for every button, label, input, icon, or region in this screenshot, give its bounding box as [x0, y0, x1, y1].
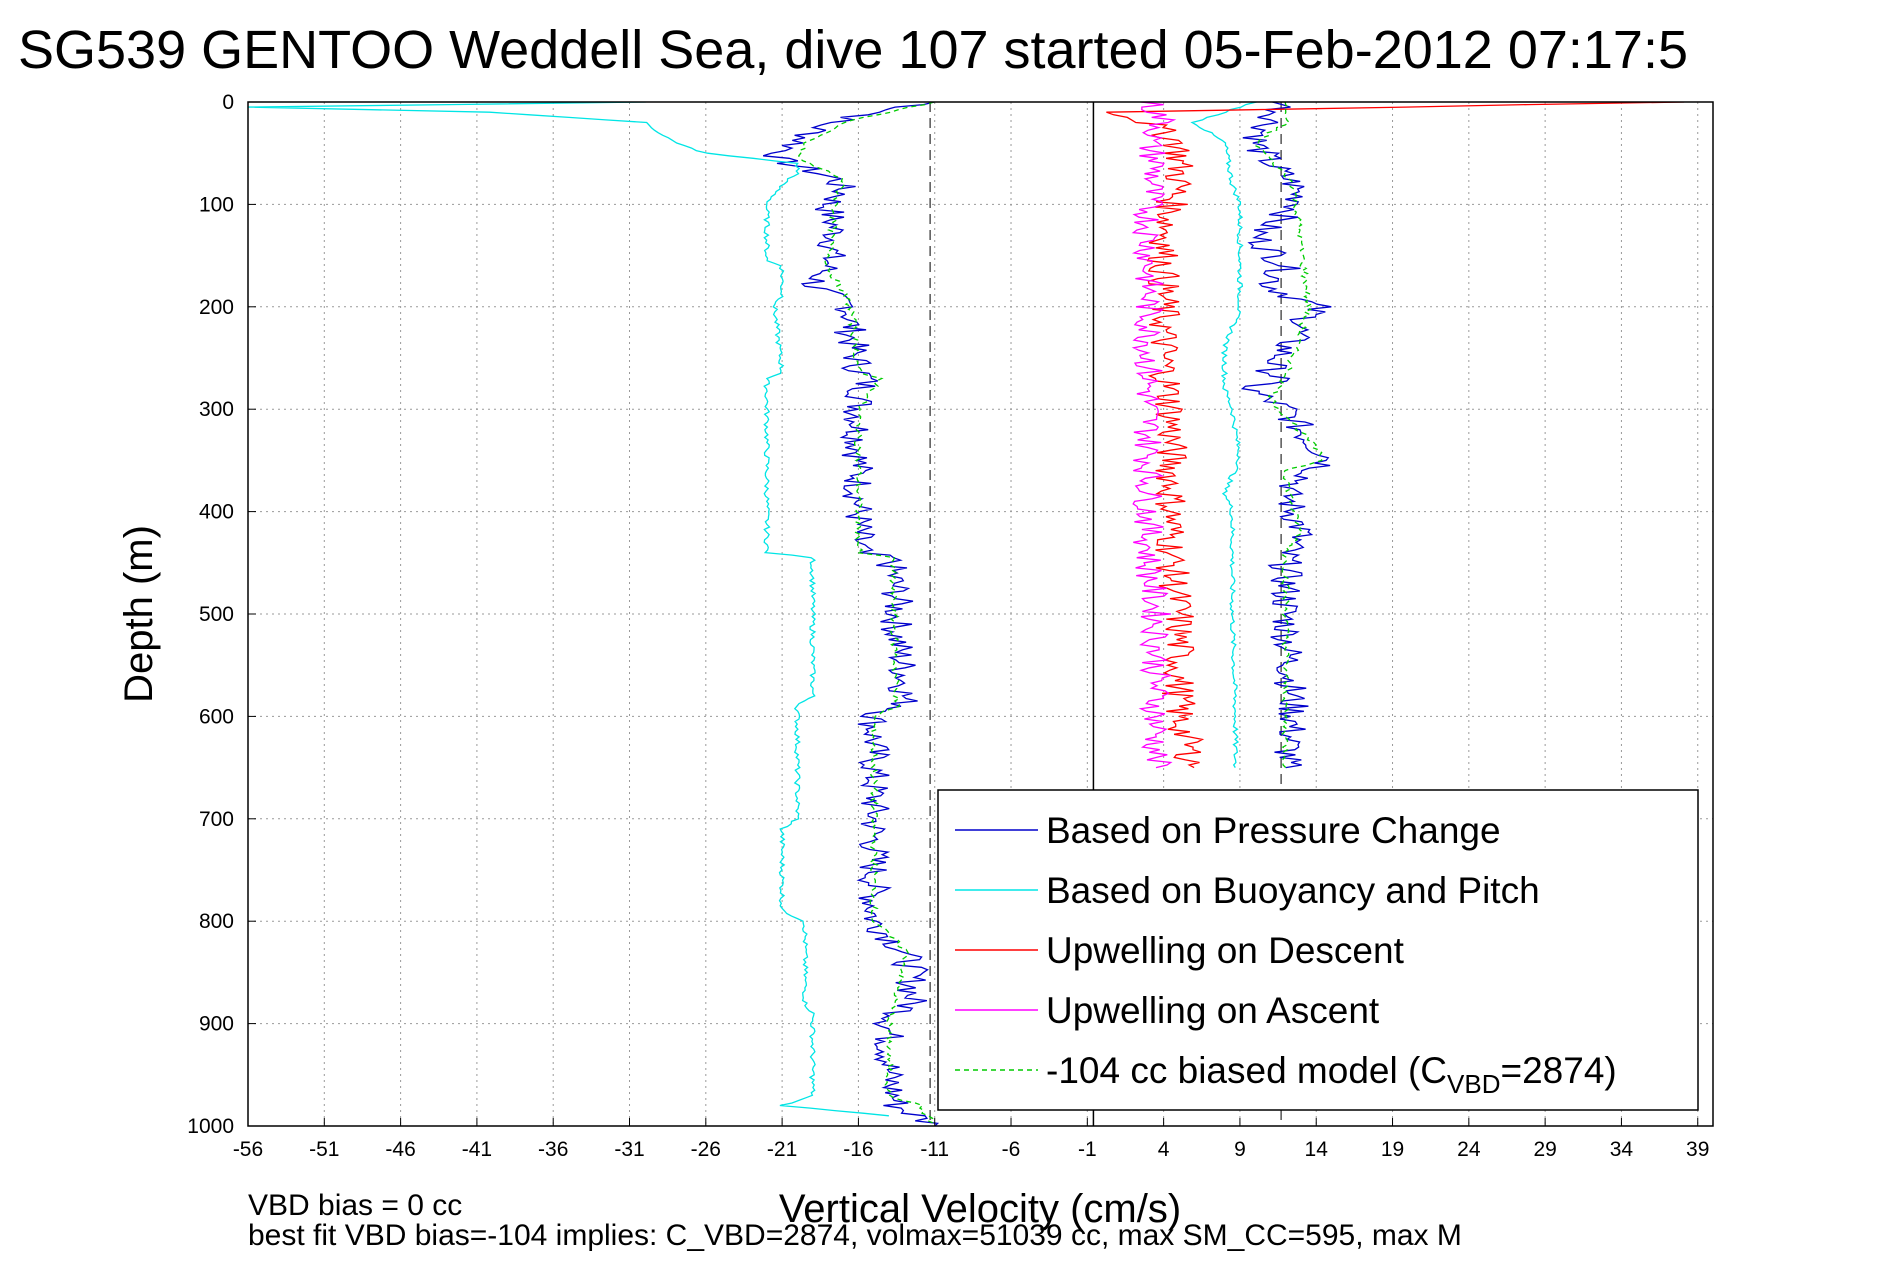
y-tick-label: 100	[199, 193, 234, 216]
series-line-pressure	[762, 102, 940, 1126]
series-line-descent	[1106, 102, 1685, 769]
x-tick-label: 39	[1686, 1138, 1709, 1161]
legend-label-text: Upwelling on Descent	[1046, 930, 1405, 971]
series-line-ascent	[1131, 102, 1177, 769]
x-tick-label: 19	[1381, 1138, 1404, 1161]
legend-label-buoyancy: Based on Buoyancy and Pitch	[1046, 870, 1540, 911]
y-tick-label: 1000	[187, 1115, 234, 1138]
y-tick-label: 700	[199, 808, 234, 831]
x-tick-label: -31	[614, 1138, 644, 1161]
x-tick-label: -6	[1002, 1138, 1021, 1161]
x-tick-label: -46	[385, 1138, 415, 1161]
y-tick-label: 900	[199, 1013, 234, 1036]
x-tick-label: 29	[1533, 1138, 1556, 1161]
legend-label-subscript: VBD	[1447, 1069, 1500, 1099]
y-tick-label: 500	[199, 603, 234, 626]
legend-label-ascent: Upwelling on Ascent	[1046, 990, 1380, 1031]
legend-label-text: Upwelling on Ascent	[1046, 990, 1380, 1031]
y-tick-label: 600	[199, 705, 234, 728]
chart-title: SG539 GENTOO Weddell Sea, dive 107 start…	[18, 20, 1688, 80]
x-tick-label: -41	[462, 1138, 492, 1161]
x-tick-label: -1	[1078, 1138, 1097, 1161]
x-tick-label: -36	[538, 1138, 568, 1161]
legend-label-pressure: Based on Pressure Change	[1046, 810, 1501, 851]
y-ticks: 0 100 200 300 400 500 600 700 800 900 1000	[187, 91, 256, 1138]
legend-label-text: -104 cc biased model (C	[1046, 1050, 1447, 1091]
y-tick-label: 400	[199, 501, 234, 524]
series-line-model	[798, 102, 936, 1126]
series-line-buoyancy-ascent	[1190, 102, 1257, 768]
series-line-model-ascent	[1253, 102, 1323, 769]
x-tick-label: 24	[1457, 1138, 1481, 1161]
legend-label-text: Based on Buoyancy and Pitch	[1046, 870, 1540, 911]
footer-line-1: VBD bias = 0 cc	[248, 1189, 462, 1222]
x-axis-label: Vertical Velocity (cm/s)	[779, 1187, 1181, 1231]
legend-label-model: -104 cc biased model (CVBD=2874)	[1046, 1050, 1617, 1099]
y-tick-label: 300	[199, 398, 234, 421]
x-tick-label: -56	[233, 1138, 263, 1161]
x-tick-label: 34	[1610, 1138, 1634, 1161]
x-tick-label: -11	[920, 1138, 949, 1161]
x-tick-label: -26	[691, 1138, 721, 1161]
x-tick-label: -21	[767, 1138, 797, 1161]
x-tick-label: 14	[1305, 1138, 1329, 1161]
x-ticks: -56 -51 -46 -41 -36 -31 -26 -21 -16 -11 -6 -1 4 9 14 19…	[233, 1118, 1709, 1161]
series-line-pressure-ascent	[1240, 102, 1332, 769]
footer-line-2: best fit VBD bias=-104 implies: C_VBD=28…	[248, 1219, 1462, 1252]
series-line-buoyancy	[248, 102, 889, 1117]
y-axis-label: Depth (m)	[117, 525, 161, 703]
y-tick-label: 0	[222, 91, 234, 114]
legend-label-text: Based on Pressure Change	[1046, 810, 1501, 851]
x-tick-label: -16	[843, 1138, 873, 1161]
legend-label-descent: Upwelling on Descent	[1046, 930, 1405, 971]
series-lines	[248, 102, 1685, 1126]
y-tick-label: 800	[199, 910, 234, 933]
legend-box	[937, 789, 1699, 1111]
legend-label-suffix: =2874)	[1501, 1050, 1617, 1091]
y-tick-label: 200	[199, 296, 234, 319]
x-tick-label: 4	[1158, 1138, 1170, 1161]
legend: Based on Pressure Change Based on Buoyanc…	[937, 789, 1699, 1111]
x-tick-label: 9	[1234, 1138, 1246, 1161]
x-tick-label: -51	[309, 1138, 339, 1161]
